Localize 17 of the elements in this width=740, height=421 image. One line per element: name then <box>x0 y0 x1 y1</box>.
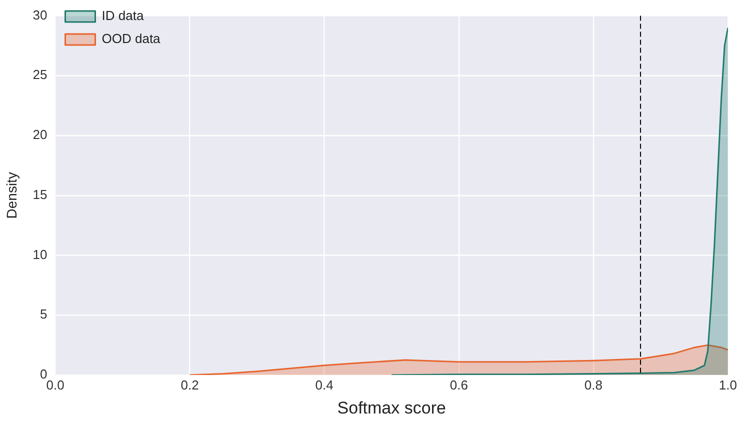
y-tick-label: 15 <box>32 186 48 202</box>
legend-label: OOD data <box>102 31 162 46</box>
y-tick-label: 20 <box>32 127 48 142</box>
legend-label: ID data <box>102 8 144 24</box>
y-axis-title: Density <box>3 172 20 219</box>
y-tick-label: 10 <box>32 246 48 262</box>
x-tick-label: 0.4 <box>315 377 334 392</box>
x-tick-label: 1.0 <box>718 377 738 392</box>
y-tick-label: 5 <box>40 306 48 322</box>
y-tick-label: 30 <box>32 7 48 22</box>
x-tick-label: 0.2 <box>180 377 199 392</box>
x-tick-label: 0.6 <box>450 377 468 392</box>
y-tick-label: 0 <box>40 366 48 382</box>
x-tick-label: 0.8 <box>584 377 602 392</box>
x-tick-label: 0.0 <box>46 377 64 392</box>
y-tick-label: 25 <box>32 67 48 82</box>
x-axis-title: Softmax score <box>337 398 446 418</box>
